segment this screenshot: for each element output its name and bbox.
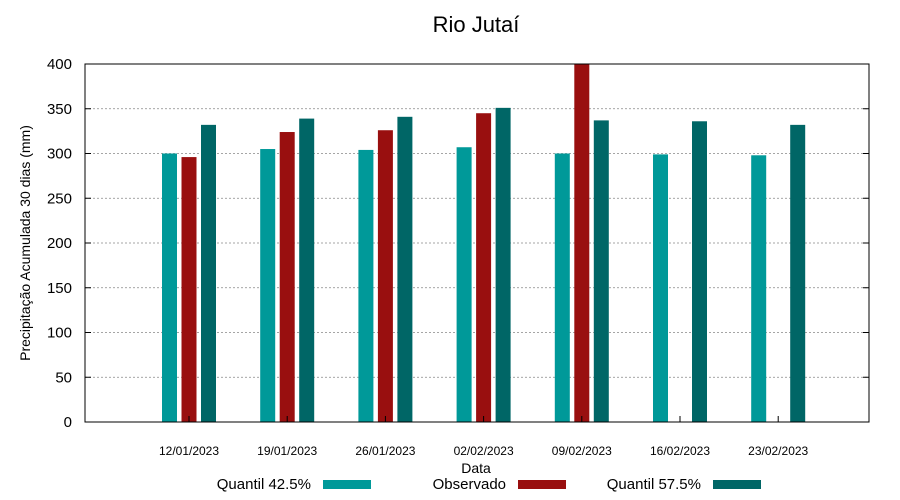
x-tick-label: 19/01/2023 [257, 444, 317, 458]
bar [495, 107, 511, 422]
x-tick-label: 16/02/2023 [650, 444, 710, 458]
bars [162, 64, 806, 423]
legend-label: Quantil 42.5% [217, 476, 311, 493]
y-ticks: 0 50 100 150 200 250 300 350 400 [47, 56, 869, 431]
y-tick-label: 250 [47, 190, 72, 207]
y-tick-label: 400 [47, 56, 72, 73]
legend-swatch [713, 480, 761, 489]
x-tick-label: 12/01/2023 [159, 444, 219, 458]
x-tick-label: 26/01/2023 [355, 444, 415, 458]
y-axis-label: Precipitação Acumulada 30 dias (mm) [17, 125, 33, 361]
legend-label: Observado [433, 476, 506, 493]
bar [201, 124, 216, 423]
bar [751, 155, 767, 423]
bar [653, 154, 668, 422]
legend-label: Quantil 57.5% [607, 476, 701, 493]
bar [162, 153, 177, 422]
y-tick-label: 150 [47, 280, 72, 297]
bar [397, 116, 413, 423]
y-tick-label: 0 [64, 414, 72, 431]
bar [692, 121, 707, 422]
bar [593, 120, 609, 422]
y-tick-label: 350 [47, 101, 72, 118]
legend: Quantil 42.5% Observado Quantil 57.5% [217, 476, 761, 493]
bar [574, 64, 590, 422]
bar [790, 124, 806, 423]
y-tick-label: 300 [47, 146, 72, 163]
legend-swatch [323, 480, 371, 489]
x-tick-label: 02/02/2023 [454, 444, 514, 458]
y-tick-label: 200 [47, 235, 72, 252]
bar [377, 130, 393, 423]
x-tick-label: 09/02/2023 [552, 444, 612, 458]
bar [476, 113, 492, 422]
bar [279, 132, 295, 422]
bar [456, 147, 472, 423]
y-tick-label: 50 [55, 369, 72, 386]
legend-swatch [518, 480, 566, 489]
y-tick-label: 100 [47, 325, 72, 342]
bar [260, 149, 276, 422]
bar [358, 149, 374, 423]
bar [299, 118, 315, 422]
bar [554, 153, 570, 422]
x-tick-label: 23/02/2023 [748, 444, 808, 458]
x-axis-label: Data [461, 460, 491, 476]
chart-title: Rio Jutaí [433, 12, 520, 37]
x-ticks: 12/01/2023 19/01/2023 26/01/2023 02/02/2023… [159, 416, 809, 458]
bar [181, 157, 197, 422]
